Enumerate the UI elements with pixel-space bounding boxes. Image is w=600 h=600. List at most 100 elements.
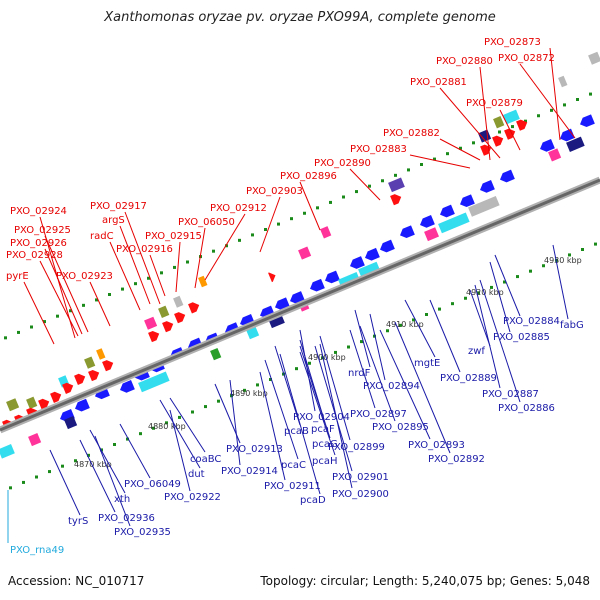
gene-feature[interactable] <box>74 372 87 385</box>
gene-label[interactable]: PXO_02885 <box>493 332 550 343</box>
gene-feature[interactable] <box>138 371 170 393</box>
gene-label[interactable]: PXO_02894 <box>363 381 420 392</box>
gene-feature[interactable] <box>480 143 493 156</box>
gene-feature[interactable] <box>102 358 115 372</box>
gene-feature[interactable] <box>504 127 517 140</box>
gene-feature[interactable] <box>588 51 600 65</box>
gene-label[interactable]: nrdF <box>348 368 371 379</box>
gene-label[interactable]: pyrE <box>6 271 29 282</box>
gene-feature[interactable] <box>62 381 75 394</box>
gene-feature[interactable] <box>566 136 585 152</box>
gene-feature[interactable] <box>478 179 495 195</box>
gene-feature[interactable] <box>162 319 175 333</box>
gene-feature[interactable] <box>438 212 470 234</box>
gene-feature[interactable] <box>84 356 96 369</box>
gene-label[interactable]: PXO_02897 <box>350 409 407 420</box>
gene-label[interactable]: coaBC <box>190 454 221 465</box>
gene-feature[interactable] <box>323 270 340 286</box>
gene-label[interactable]: PXO_02913 <box>226 444 283 455</box>
gene-feature[interactable] <box>548 148 562 162</box>
gene-label[interactable]: PXO_02936 <box>98 513 155 524</box>
gene-feature[interactable] <box>498 169 515 185</box>
gene-label[interactable]: PXO_02914 <box>221 466 278 477</box>
gene-feature[interactable] <box>458 194 475 209</box>
gene-feature[interactable] <box>516 118 529 131</box>
gene-feature[interactable] <box>378 239 395 255</box>
gene-label[interactable]: PXO_02923 <box>56 271 113 282</box>
gene-feature[interactable] <box>73 398 90 414</box>
gene-feature[interactable] <box>50 390 63 403</box>
gene-feature[interactable] <box>558 75 568 88</box>
gene-feature[interactable] <box>273 297 290 312</box>
gene-label[interactable]: pcaF <box>311 424 335 435</box>
gene-feature[interactable] <box>424 227 439 242</box>
gene-label[interactable]: pcaB <box>284 426 309 437</box>
gene-label[interactable]: PXO_02917 <box>90 201 147 212</box>
gene-label[interactable]: PXO_02915 <box>145 231 202 242</box>
gene-label[interactable]: PXO_02901 <box>332 472 389 483</box>
gene-feature[interactable] <box>144 316 158 330</box>
gene-feature[interactable] <box>64 416 78 430</box>
gene-label[interactable]: PXO_02899 <box>328 442 385 453</box>
gene-label[interactable]: PXO_02872 <box>498 53 555 64</box>
gene-feature[interactable] <box>188 300 201 314</box>
gene-feature[interactable] <box>210 347 222 361</box>
gene-feature[interactable] <box>88 368 101 382</box>
gene-feature[interactable] <box>198 275 208 288</box>
gene-feature[interactable] <box>118 379 135 395</box>
gene-feature[interactable] <box>493 116 505 129</box>
gene-label[interactable]: PXO_02880 <box>436 56 493 67</box>
gene-feature[interactable] <box>348 256 365 271</box>
gene-label[interactable]: PXO_02935 <box>114 527 171 538</box>
gene-feature[interactable] <box>308 278 325 294</box>
gene-label[interactable]: pcaH <box>312 456 338 467</box>
gene-label[interactable]: pcaD <box>300 495 326 506</box>
gene-label[interactable]: PXO_02886 <box>498 403 555 414</box>
gene-label[interactable]: PXO_06050 <box>178 217 235 228</box>
gene-feature[interactable] <box>158 305 170 318</box>
gene-label[interactable]: dut <box>188 469 205 480</box>
gene-label[interactable]: PXO_02882 <box>383 128 440 139</box>
gene-feature[interactable] <box>28 433 42 447</box>
gene-label[interactable]: mgtE <box>414 358 440 369</box>
gene-feature[interactable] <box>320 226 332 239</box>
gene-label[interactable]: tyrS <box>68 516 88 527</box>
gene-label[interactable]: PXO_02887 <box>482 389 539 400</box>
gene-feature[interactable] <box>503 109 520 125</box>
gene-feature[interactable] <box>358 261 381 279</box>
gene-label[interactable]: pcaC <box>281 460 306 471</box>
gene-label[interactable]: PXO_02904 <box>293 412 350 423</box>
gene-feature[interactable] <box>6 398 20 412</box>
gene-label[interactable]: PXO_02925 <box>14 225 71 236</box>
gene-feature[interactable] <box>268 271 277 283</box>
gene-feature[interactable] <box>438 204 455 220</box>
gene-feature[interactable] <box>0 443 15 459</box>
gene-feature[interactable] <box>558 128 575 144</box>
gene-label[interactable]: PXO_02903 <box>246 186 303 197</box>
gene-label[interactable]: PXO_rna49 <box>10 545 64 556</box>
gene-label[interactable]: PXO_02900 <box>332 489 389 500</box>
gene-label[interactable]: PXO_02924 <box>10 206 67 217</box>
gene-feature[interactable] <box>492 134 505 147</box>
gene-feature[interactable] <box>173 295 184 308</box>
gene-label[interactable]: PXO_02890 <box>314 158 371 169</box>
gene-label[interactable]: argS <box>102 215 125 226</box>
gene-label[interactable]: PXO_02928 <box>6 250 63 261</box>
gene-label[interactable]: PXO_02896 <box>280 171 337 182</box>
gene-feature[interactable] <box>148 329 161 343</box>
gene-feature[interactable] <box>288 291 305 306</box>
gene-label[interactable]: PXO_02912 <box>210 203 267 214</box>
gene-feature[interactable] <box>390 192 403 206</box>
gene-label[interactable]: PXO_02916 <box>116 244 173 255</box>
gene-feature[interactable] <box>538 138 555 154</box>
gene-label[interactable]: xth <box>114 494 130 505</box>
gene-label[interactable]: PXO_02889 <box>440 373 497 384</box>
gene-feature[interactable] <box>174 310 187 324</box>
gene-label[interactable]: zwf <box>468 346 485 357</box>
gene-label[interactable]: pcaG <box>312 439 338 450</box>
gene-label[interactable]: radC <box>90 231 114 242</box>
gene-label[interactable]: PXO_02881 <box>410 77 467 88</box>
gene-label[interactable]: PXO_02892 <box>428 454 485 465</box>
gene-feature[interactable] <box>298 246 312 260</box>
gene-label[interactable]: PXO_02884 <box>503 316 560 327</box>
